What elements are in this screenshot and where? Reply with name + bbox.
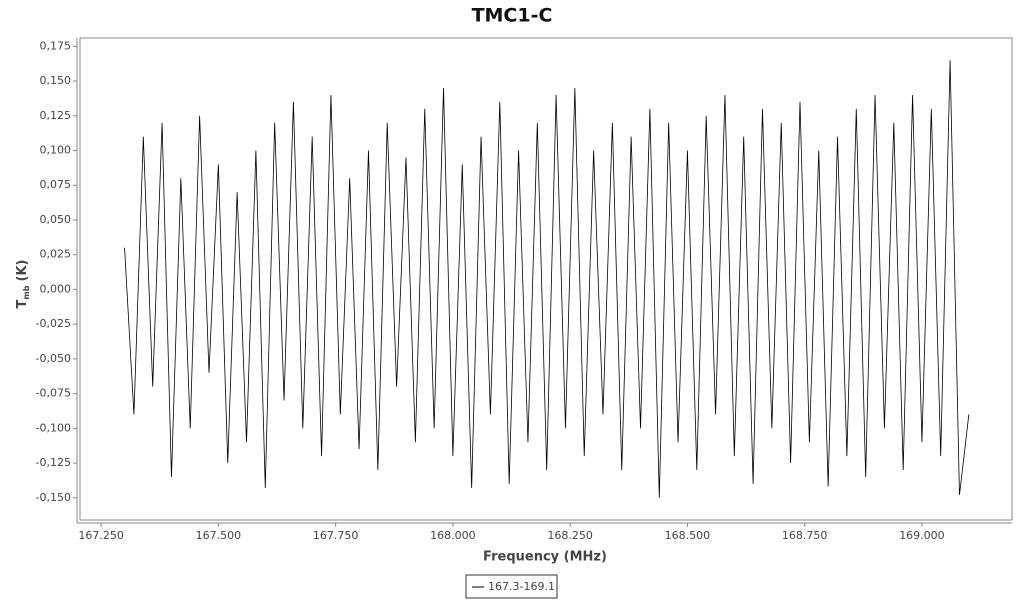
y-tick-label: 0,000 — [40, 282, 72, 295]
y-tick-label: 0,125 — [40, 109, 72, 122]
x-tick-label: 168.750 — [782, 529, 828, 542]
y-tick-label: 0,150 — [40, 74, 72, 87]
y-tick-label: 0,075 — [40, 178, 72, 191]
y-tick-label: -0,075 — [36, 387, 71, 400]
spectrum-line — [124, 60, 970, 498]
x-tick-label: 167.500 — [196, 529, 242, 542]
y-axis-title: Tmb (K) — [15, 260, 31, 309]
x-tick-label: 168.000 — [430, 529, 476, 542]
y-axis-subscript: mb — [22, 285, 31, 299]
x-tick-label: 167.250 — [78, 529, 124, 542]
x-tick-label: 168.500 — [665, 529, 711, 542]
y-axis-unit: (K) — [15, 260, 30, 282]
y-tick-label: -0,125 — [36, 456, 71, 469]
y-tick-label: 0,050 — [40, 213, 72, 226]
plot-frame — [79, 37, 1013, 521]
y-axis-symbol: T — [15, 299, 30, 308]
x-axis-title: Frequency (MHz) — [483, 550, 607, 565]
chart-title: TMC1-C — [472, 5, 553, 27]
y-tick-label: 0,025 — [40, 248, 72, 261]
y-tick-label: -0,100 — [36, 421, 71, 434]
legend-box — [465, 574, 558, 599]
y-tick-label: -0,025 — [36, 317, 71, 330]
legend-label: 167.3-169.1 — [488, 580, 555, 593]
y-tick-label: 0,100 — [40, 144, 72, 157]
y-tick-label: -0,050 — [36, 352, 71, 365]
x-tick-label: 167.750 — [313, 529, 359, 542]
y-tick-label: -0,150 — [36, 491, 71, 504]
y-tick-label: 0,175 — [40, 39, 72, 52]
x-tick-label: 169.000 — [899, 529, 945, 542]
x-tick-label: 168.250 — [547, 529, 593, 542]
